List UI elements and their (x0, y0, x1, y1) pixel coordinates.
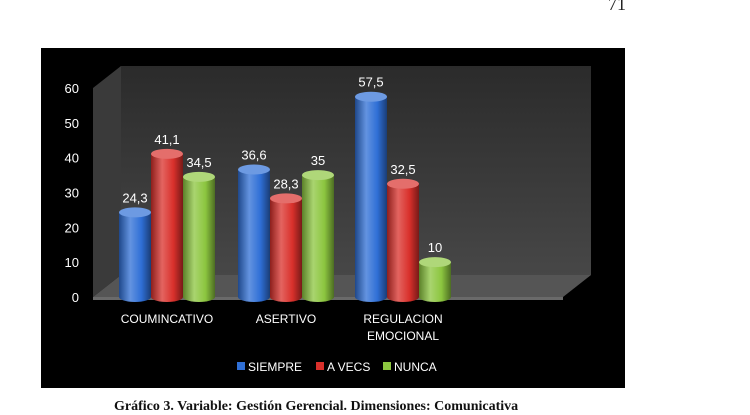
bar (302, 170, 334, 302)
bar-body (238, 169, 270, 302)
data-label: 28,3 (273, 176, 298, 191)
chart-floor (93, 275, 591, 297)
bar-top (238, 164, 270, 175)
legend-swatch (383, 362, 391, 370)
bar-body (302, 175, 334, 302)
bar (355, 91, 387, 302)
bar-top (151, 148, 183, 159)
bar (387, 178, 419, 302)
bar-top (183, 171, 215, 182)
data-label: 57,5 (358, 75, 383, 90)
chart-side-wall (93, 66, 121, 297)
bar (419, 257, 451, 302)
figure-caption: Gráfico 3. Variable: Gestión Gerencial. … (114, 399, 519, 414)
legend-label: A VECS (327, 360, 370, 374)
chart-frame: 0 10 20 30 40 50 60 24,3 41,1 34,5 COUMINCATIVO 36,… (41, 48, 625, 388)
bar-body (419, 262, 451, 302)
y-tick-label: 20 (65, 220, 79, 235)
bar-top (355, 91, 387, 102)
data-label: 10 (428, 240, 442, 255)
legend-swatch (316, 362, 324, 370)
y-tick-label: 0 (72, 290, 79, 305)
bar (183, 171, 215, 302)
category-label: ASERTIVO (256, 312, 316, 326)
bar (238, 164, 270, 302)
y-tick-label: 50 (65, 116, 79, 131)
legend-label: SIEMPRE (248, 360, 302, 374)
data-label: 24,3 (122, 190, 147, 205)
data-label: 41,1 (154, 132, 179, 147)
bar (151, 148, 183, 302)
category-label: REGULACION (363, 312, 442, 326)
bar-body (119, 212, 151, 302)
data-label: 32,5 (390, 162, 415, 177)
bar-top (302, 170, 334, 181)
bar-body (183, 176, 215, 302)
legend-label: NUNCA (394, 360, 437, 374)
bar-chart: 0 10 20 30 40 50 60 24,3 41,1 34,5 COUMINCATIVO 36,… (65, 66, 591, 374)
page-number: 71 (608, 0, 626, 14)
bar-top (119, 207, 151, 218)
data-label: 36,6 (241, 148, 266, 163)
bar-body (151, 153, 183, 302)
data-label: 34,5 (186, 155, 211, 170)
bar (119, 207, 151, 302)
bar-body (270, 198, 302, 302)
bar (270, 193, 302, 302)
bar-top (419, 257, 451, 268)
data-label: 35 (311, 153, 325, 168)
category-label: EMOCIONAL (367, 329, 439, 343)
bar-body (355, 96, 387, 302)
bar-body (387, 183, 419, 302)
y-tick-label: 30 (65, 186, 79, 201)
bar-top (387, 178, 419, 189)
bar-top (270, 193, 302, 204)
legend-swatch (237, 362, 245, 370)
category-label: COUMINCATIVO (121, 312, 213, 326)
y-tick-label: 60 (65, 81, 79, 96)
y-tick-label: 10 (65, 255, 79, 270)
y-tick-label: 40 (65, 151, 79, 166)
